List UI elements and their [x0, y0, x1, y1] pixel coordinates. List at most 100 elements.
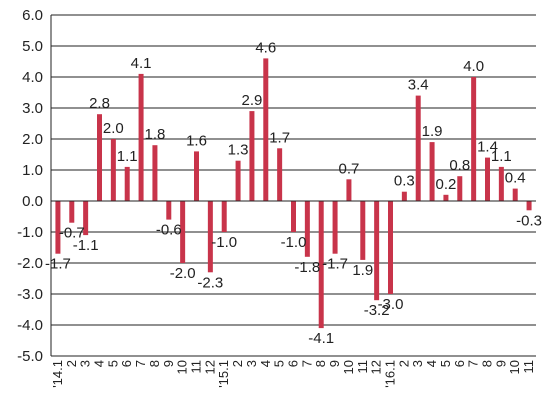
data-label: -3.2 [364, 302, 390, 319]
x-tick-label: 8 [480, 360, 495, 367]
x-tick-label: 10 [175, 360, 190, 374]
x-tick-label: 11 [355, 360, 370, 374]
x-tick-label: '16.1 [383, 360, 398, 388]
bars [55, 58, 532, 329]
bar [401, 191, 407, 201]
x-tick-label: 9 [493, 360, 508, 367]
x-tick-label: 6 [286, 360, 301, 367]
y-tick-label: -5.0 [17, 348, 43, 365]
x-tick-label: 4 [258, 360, 273, 367]
x-tick-label: 11 [189, 360, 204, 374]
data-label: 1.8 [144, 126, 165, 143]
x-tick-label: 2 [396, 360, 411, 367]
data-label: 1.1 [117, 148, 138, 165]
x-tick-label: 7 [133, 360, 148, 367]
bar [332, 201, 338, 254]
y-tick-label: -4.0 [17, 317, 43, 334]
y-tick-label: 5.0 [22, 38, 43, 55]
data-label: 4.6 [255, 39, 276, 56]
y-tick-label: 1.0 [22, 162, 43, 179]
bar [457, 176, 463, 201]
x-tick-label: 5 [105, 360, 120, 367]
data-label: 2.0 [103, 120, 124, 137]
bar [124, 166, 130, 201]
bar [291, 201, 296, 232]
data-label: -1.8 [294, 259, 320, 276]
data-label: 0.2 [435, 176, 456, 193]
x-tick-label: 8 [313, 360, 328, 367]
x-tick-label: 9 [327, 360, 342, 367]
y-tick-label: 0.0 [22, 193, 43, 210]
x-tick-label: 7 [299, 360, 314, 367]
x-tick-label: 8 [147, 360, 162, 367]
bar [318, 201, 324, 329]
data-label: 1.3 [228, 142, 249, 159]
x-tick-label: 6 [119, 360, 134, 367]
x-tick-label: '14.1 [50, 360, 65, 388]
bar [194, 151, 199, 201]
y-tick-label: 3.0 [22, 100, 43, 117]
bar [207, 201, 213, 273]
bar [152, 145, 158, 201]
data-label: 1.7 [269, 129, 290, 146]
bar [69, 201, 75, 223]
data-label: -0.3 [516, 212, 542, 229]
data-label: -1.0 [211, 234, 237, 251]
data-label: -1.1 [73, 237, 99, 254]
data-label: 4.0 [463, 58, 484, 75]
x-tick-label: 4 [92, 360, 107, 367]
y-tick-label: -2.0 [17, 255, 43, 272]
bar [277, 148, 283, 201]
data-label: -0.7 [59, 225, 85, 242]
data-label: -2.3 [197, 274, 223, 291]
bar [180, 201, 186, 263]
data-label: 1.9 [352, 262, 373, 279]
bar [360, 201, 366, 260]
x-tick-label: 12 [369, 360, 384, 374]
x-tick-label: 12 [202, 360, 217, 374]
y-tick-label: 4.0 [22, 69, 43, 86]
x-tick-label: 10 [507, 360, 522, 374]
bar [235, 160, 241, 201]
y-tick-label: -3.0 [17, 286, 43, 303]
bar [429, 142, 435, 201]
bar [83, 201, 89, 236]
x-tick-label: 10 [341, 360, 356, 374]
x-tick-label: 7 [466, 360, 481, 367]
bar [443, 194, 449, 201]
y-tick-label: -1.0 [17, 224, 43, 241]
data-label: -2.0 [170, 265, 196, 282]
bar [415, 95, 421, 201]
x-tick-label: 3 [410, 360, 425, 367]
bar [263, 58, 269, 202]
x-tick-label: 6 [452, 360, 467, 367]
data-label: 3.4 [408, 77, 429, 94]
x-tick-label: '15.1 [216, 360, 231, 388]
x-axis-ticks: '14.123456789101112'15.123456789101112'1… [50, 360, 536, 388]
x-tick-label: 11 [521, 360, 536, 374]
bar [110, 139, 116, 201]
data-label: -3.0 [378, 296, 404, 313]
bar [374, 201, 380, 301]
data-label: 1.1 [491, 148, 512, 165]
bar [304, 201, 310, 257]
bar [166, 201, 172, 220]
data-label: -4.1 [308, 330, 334, 347]
bar [388, 201, 393, 294]
bar [346, 179, 352, 201]
data-label: 0.8 [449, 157, 470, 174]
bar [471, 77, 477, 201]
bar [498, 166, 504, 201]
data-label: 2.9 [241, 92, 262, 109]
bar [485, 157, 490, 201]
gridlines [51, 14, 536, 357]
data-label: 2.8 [89, 95, 110, 112]
data-label: -1.7 [45, 256, 71, 273]
data-label: 0.7 [338, 160, 359, 177]
y-tick-label: 2.0 [22, 131, 43, 148]
x-tick-label: 2 [230, 360, 245, 367]
bar [249, 111, 255, 201]
data-label: -0.6 [156, 222, 182, 239]
y-tick-label: 6.0 [22, 7, 43, 24]
